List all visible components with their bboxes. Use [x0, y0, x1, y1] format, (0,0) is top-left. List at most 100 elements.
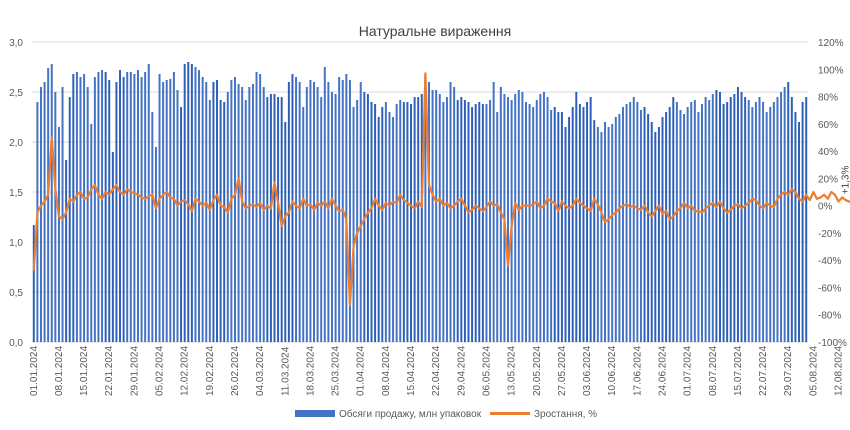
bar — [427, 82, 430, 342]
bar — [413, 97, 416, 342]
bar — [158, 74, 161, 342]
bar — [97, 72, 100, 342]
bar — [180, 107, 183, 342]
y-right-tick-label: 20% — [818, 174, 838, 185]
bar — [589, 97, 592, 342]
y-right-tick-label: 80% — [818, 93, 838, 104]
bar — [708, 100, 711, 342]
bar — [657, 127, 660, 342]
bar — [140, 77, 143, 342]
x-tick-label: 15.07.2024 — [733, 346, 744, 396]
bar — [68, 97, 71, 342]
bar — [492, 82, 495, 342]
bar — [291, 74, 294, 342]
legend-swatch-sales — [295, 410, 335, 417]
bar — [747, 100, 750, 342]
x-tick-label: 25.03.2024 — [331, 346, 342, 396]
bar — [758, 97, 761, 342]
y-left-tick-label: 2,5 — [9, 88, 23, 99]
line-layer — [32, 72, 850, 307]
bar — [790, 97, 793, 342]
bar — [625, 104, 628, 342]
x-tick-label: 29.01.2024 — [129, 346, 140, 396]
bar — [198, 70, 201, 342]
y-left-tick-label: 1,0 — [9, 238, 23, 249]
bar — [162, 82, 165, 342]
bar — [187, 62, 190, 342]
bar — [262, 87, 265, 342]
bar — [726, 102, 729, 342]
bar — [348, 80, 351, 342]
x-tick-label: 22.07.2024 — [758, 346, 769, 396]
y-left-tick-label: 3,0 — [9, 38, 23, 49]
y-right-tick-label: -20% — [818, 229, 841, 240]
bar — [787, 82, 790, 342]
x-tick-label: 10.06.2024 — [607, 346, 618, 396]
y-right-tick-label: -80% — [818, 311, 841, 322]
bar — [72, 74, 75, 342]
bar — [305, 87, 308, 342]
x-tick-label: 01.01.2024 — [29, 346, 40, 396]
bar — [586, 102, 589, 342]
bar — [122, 77, 125, 342]
bar — [460, 97, 463, 342]
bar — [711, 94, 714, 342]
bar — [769, 107, 772, 342]
bar — [57, 127, 60, 342]
y-right-tick-label: 60% — [818, 120, 838, 131]
x-tick-label: 01.04.2024 — [356, 346, 367, 396]
bar — [39, 87, 42, 342]
bar — [661, 117, 664, 342]
x-tick-label: 08.01.2024 — [54, 346, 65, 396]
bar — [47, 68, 50, 342]
bar — [230, 80, 233, 342]
bar — [553, 107, 556, 342]
x-tick-label: 12.08.2024 — [834, 346, 845, 396]
bar — [399, 100, 402, 342]
bar — [632, 97, 635, 342]
bar — [650, 122, 653, 342]
bar — [129, 72, 132, 342]
bar — [86, 87, 89, 342]
bar — [528, 104, 531, 342]
bar — [381, 107, 384, 342]
bar — [151, 112, 154, 342]
bar — [772, 102, 775, 342]
left-axis-ticks: 0,0 0,5 1,0 1,5 2,0 2,5 3,0 — [9, 38, 23, 349]
bar — [733, 94, 736, 342]
bar — [251, 84, 254, 342]
bar — [43, 82, 46, 342]
grid-layer — [32, 41, 808, 343]
bar — [489, 100, 492, 342]
bar — [147, 64, 150, 342]
bar — [524, 102, 527, 342]
x-tick-label: 22.01.2024 — [104, 346, 115, 396]
bar — [496, 112, 499, 342]
bar — [582, 107, 585, 342]
bar — [313, 82, 316, 342]
bar — [133, 74, 136, 342]
bar — [377, 117, 380, 342]
bar — [776, 97, 779, 342]
x-tick-label: 01.07.2024 — [683, 346, 694, 396]
x-tick-label: 05.08.2024 — [808, 346, 819, 396]
bar — [65, 160, 68, 342]
bar — [194, 67, 197, 342]
bar — [729, 97, 732, 342]
bar — [420, 94, 423, 342]
x-tick-label: 26.02.2024 — [230, 346, 241, 396]
bar — [665, 112, 668, 342]
bar — [636, 102, 639, 342]
bar — [334, 94, 337, 342]
bar — [108, 80, 111, 342]
bar — [704, 97, 707, 342]
bar — [643, 107, 646, 342]
bar — [542, 92, 545, 342]
bar — [517, 90, 520, 342]
right-axis-ticks: -100% -80% -60% -40% -20% 0% 20% 40% 60% 80% 100% 1… — [818, 38, 847, 349]
legend: Обсяги продажу, млн упаковок Зростання, … — [295, 408, 597, 420]
bar — [722, 104, 725, 342]
bar — [244, 100, 247, 342]
bar — [144, 72, 147, 342]
x-tick-label: 24.06.2024 — [658, 346, 669, 396]
